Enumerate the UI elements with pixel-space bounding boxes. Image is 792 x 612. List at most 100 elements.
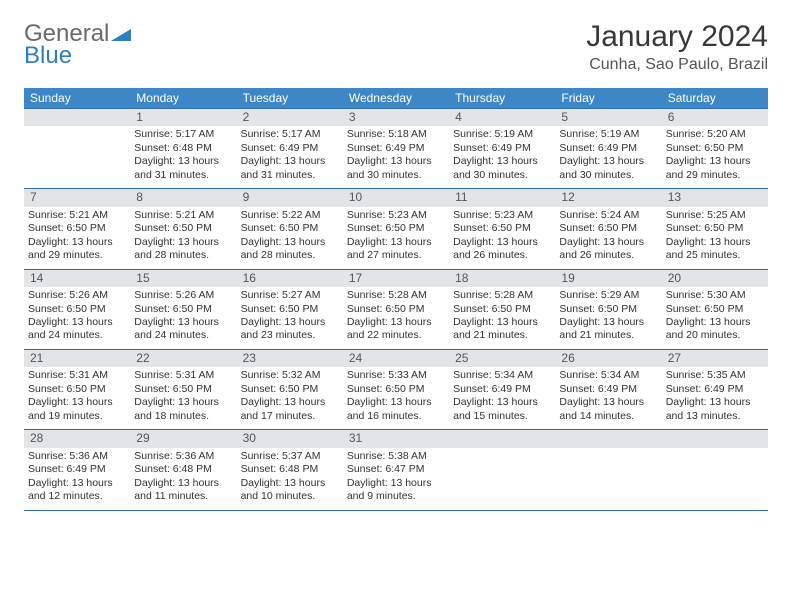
- day-body: Sunrise: 5:36 AMSunset: 6:49 PMDaylight:…: [24, 448, 130, 510]
- daylight-text: Daylight: 13 hours and 29 minutes.: [28, 236, 126, 263]
- sunrise-text: Sunrise: 5:27 AM: [241, 289, 339, 302]
- day-number: 14: [24, 270, 130, 287]
- calendar-week-row: 7Sunrise: 5:21 AMSunset: 6:50 PMDaylight…: [24, 189, 768, 269]
- daylight-text: Daylight: 13 hours and 16 minutes.: [347, 396, 445, 423]
- calendar-cell: 11Sunrise: 5:23 AMSunset: 6:50 PMDayligh…: [449, 189, 555, 269]
- calendar-week-row: 1Sunrise: 5:17 AMSunset: 6:48 PMDaylight…: [24, 109, 768, 189]
- calendar-cell: 17Sunrise: 5:28 AMSunset: 6:50 PMDayligh…: [343, 269, 449, 349]
- sunset-text: Sunset: 6:50 PM: [241, 383, 339, 396]
- sunrise-text: Sunrise: 5:28 AM: [453, 289, 551, 302]
- calendar-cell: 23Sunrise: 5:32 AMSunset: 6:50 PMDayligh…: [237, 350, 343, 430]
- day-number: [449, 430, 555, 447]
- sunset-text: Sunset: 6:50 PM: [241, 222, 339, 235]
- day-body: Sunrise: 5:37 AMSunset: 6:48 PMDaylight:…: [237, 448, 343, 510]
- day-number: 2: [237, 109, 343, 126]
- calendar-cell: 19Sunrise: 5:29 AMSunset: 6:50 PMDayligh…: [555, 269, 661, 349]
- sunrise-text: Sunrise: 5:19 AM: [453, 128, 551, 141]
- day-body: Sunrise: 5:18 AMSunset: 6:49 PMDaylight:…: [343, 126, 449, 188]
- daylight-text: Daylight: 13 hours and 31 minutes.: [241, 155, 339, 182]
- day-number: 22: [130, 350, 236, 367]
- sunset-text: Sunset: 6:50 PM: [134, 222, 232, 235]
- sunrise-text: Sunrise: 5:36 AM: [28, 450, 126, 463]
- day-body: Sunrise: 5:19 AMSunset: 6:49 PMDaylight:…: [555, 126, 661, 188]
- day-body: Sunrise: 5:31 AMSunset: 6:50 PMDaylight:…: [130, 367, 236, 429]
- day-body: Sunrise: 5:26 AMSunset: 6:50 PMDaylight:…: [24, 287, 130, 349]
- day-number: 30: [237, 430, 343, 447]
- day-body: Sunrise: 5:23 AMSunset: 6:50 PMDaylight:…: [449, 207, 555, 269]
- day-number: 5: [555, 109, 661, 126]
- sunset-text: Sunset: 6:50 PM: [28, 222, 126, 235]
- day-body: Sunrise: 5:17 AMSunset: 6:49 PMDaylight:…: [237, 126, 343, 188]
- calendar-cell: 2Sunrise: 5:17 AMSunset: 6:49 PMDaylight…: [237, 109, 343, 189]
- sunset-text: Sunset: 6:50 PM: [347, 383, 445, 396]
- day-number: 20: [662, 270, 768, 287]
- day-body: Sunrise: 5:28 AMSunset: 6:50 PMDaylight:…: [343, 287, 449, 349]
- day-body: Sunrise: 5:21 AMSunset: 6:50 PMDaylight:…: [24, 207, 130, 269]
- day-number: [662, 430, 768, 447]
- dow-thursday: Thursday: [449, 88, 555, 109]
- day-number: 17: [343, 270, 449, 287]
- month-title: January 2024: [586, 20, 768, 54]
- daylight-text: Daylight: 13 hours and 31 minutes.: [134, 155, 232, 182]
- day-body: Sunrise: 5:17 AMSunset: 6:48 PMDaylight:…: [130, 126, 236, 188]
- daylight-text: Daylight: 13 hours and 30 minutes.: [347, 155, 445, 182]
- daylight-text: Daylight: 13 hours and 20 minutes.: [666, 316, 764, 343]
- sunset-text: Sunset: 6:49 PM: [453, 142, 551, 155]
- daylight-text: Daylight: 13 hours and 27 minutes.: [347, 236, 445, 263]
- sunset-text: Sunset: 6:49 PM: [241, 142, 339, 155]
- calendar-cell: 20Sunrise: 5:30 AMSunset: 6:50 PMDayligh…: [662, 269, 768, 349]
- day-number: 31: [343, 430, 449, 447]
- day-body: Sunrise: 5:32 AMSunset: 6:50 PMDaylight:…: [237, 367, 343, 429]
- day-body: [662, 448, 768, 510]
- sunrise-text: Sunrise: 5:38 AM: [347, 450, 445, 463]
- page-header: General Blue January 2024 Cunha, Sao Pau…: [24, 20, 768, 74]
- sunrise-text: Sunrise: 5:32 AM: [241, 369, 339, 382]
- day-number: 8: [130, 189, 236, 206]
- sunrise-text: Sunrise: 5:36 AM: [134, 450, 232, 463]
- day-number: 13: [662, 189, 768, 206]
- day-body: Sunrise: 5:27 AMSunset: 6:50 PMDaylight:…: [237, 287, 343, 349]
- day-number: 27: [662, 350, 768, 367]
- sunrise-text: Sunrise: 5:17 AM: [134, 128, 232, 141]
- day-number: 29: [130, 430, 236, 447]
- day-body: Sunrise: 5:36 AMSunset: 6:48 PMDaylight:…: [130, 448, 236, 510]
- calendar-cell: 12Sunrise: 5:24 AMSunset: 6:50 PMDayligh…: [555, 189, 661, 269]
- daylight-text: Daylight: 13 hours and 21 minutes.: [559, 316, 657, 343]
- daylight-text: Daylight: 13 hours and 28 minutes.: [241, 236, 339, 263]
- brand-logo: General Blue: [24, 20, 133, 70]
- calendar-cell: 3Sunrise: 5:18 AMSunset: 6:49 PMDaylight…: [343, 109, 449, 189]
- daylight-text: Daylight: 13 hours and 12 minutes.: [28, 477, 126, 504]
- daylight-text: Daylight: 13 hours and 22 minutes.: [347, 316, 445, 343]
- day-number: 25: [449, 350, 555, 367]
- sunrise-text: Sunrise: 5:35 AM: [666, 369, 764, 382]
- sunrise-text: Sunrise: 5:33 AM: [347, 369, 445, 382]
- calendar-cell: 28Sunrise: 5:36 AMSunset: 6:49 PMDayligh…: [24, 430, 130, 510]
- sunset-text: Sunset: 6:48 PM: [134, 463, 232, 476]
- title-block: January 2024 Cunha, Sao Paulo, Brazil: [586, 20, 768, 74]
- day-body: Sunrise: 5:22 AMSunset: 6:50 PMDaylight:…: [237, 207, 343, 269]
- day-number: 16: [237, 270, 343, 287]
- sunrise-text: Sunrise: 5:34 AM: [453, 369, 551, 382]
- sunset-text: Sunset: 6:50 PM: [134, 303, 232, 316]
- day-number: 23: [237, 350, 343, 367]
- brand-triangle-icon: [111, 20, 131, 48]
- day-number: 4: [449, 109, 555, 126]
- day-body: [555, 448, 661, 510]
- sunset-text: Sunset: 6:49 PM: [453, 383, 551, 396]
- day-body: Sunrise: 5:19 AMSunset: 6:49 PMDaylight:…: [449, 126, 555, 188]
- sunrise-text: Sunrise: 5:24 AM: [559, 209, 657, 222]
- daylight-text: Daylight: 13 hours and 24 minutes.: [28, 316, 126, 343]
- day-body: Sunrise: 5:29 AMSunset: 6:50 PMDaylight:…: [555, 287, 661, 349]
- daylight-text: Daylight: 13 hours and 23 minutes.: [241, 316, 339, 343]
- calendar-cell: 7Sunrise: 5:21 AMSunset: 6:50 PMDaylight…: [24, 189, 130, 269]
- calendar-cell: 15Sunrise: 5:26 AMSunset: 6:50 PMDayligh…: [130, 269, 236, 349]
- dow-sunday: Sunday: [24, 88, 130, 109]
- sunset-text: Sunset: 6:49 PM: [666, 383, 764, 396]
- calendar-cell: 18Sunrise: 5:28 AMSunset: 6:50 PMDayligh…: [449, 269, 555, 349]
- daylight-text: Daylight: 13 hours and 28 minutes.: [134, 236, 232, 263]
- sunset-text: Sunset: 6:50 PM: [28, 303, 126, 316]
- day-body: Sunrise: 5:24 AMSunset: 6:50 PMDaylight:…: [555, 207, 661, 269]
- daylight-text: Daylight: 13 hours and 26 minutes.: [453, 236, 551, 263]
- sunset-text: Sunset: 6:47 PM: [347, 463, 445, 476]
- calendar-cell: [24, 109, 130, 189]
